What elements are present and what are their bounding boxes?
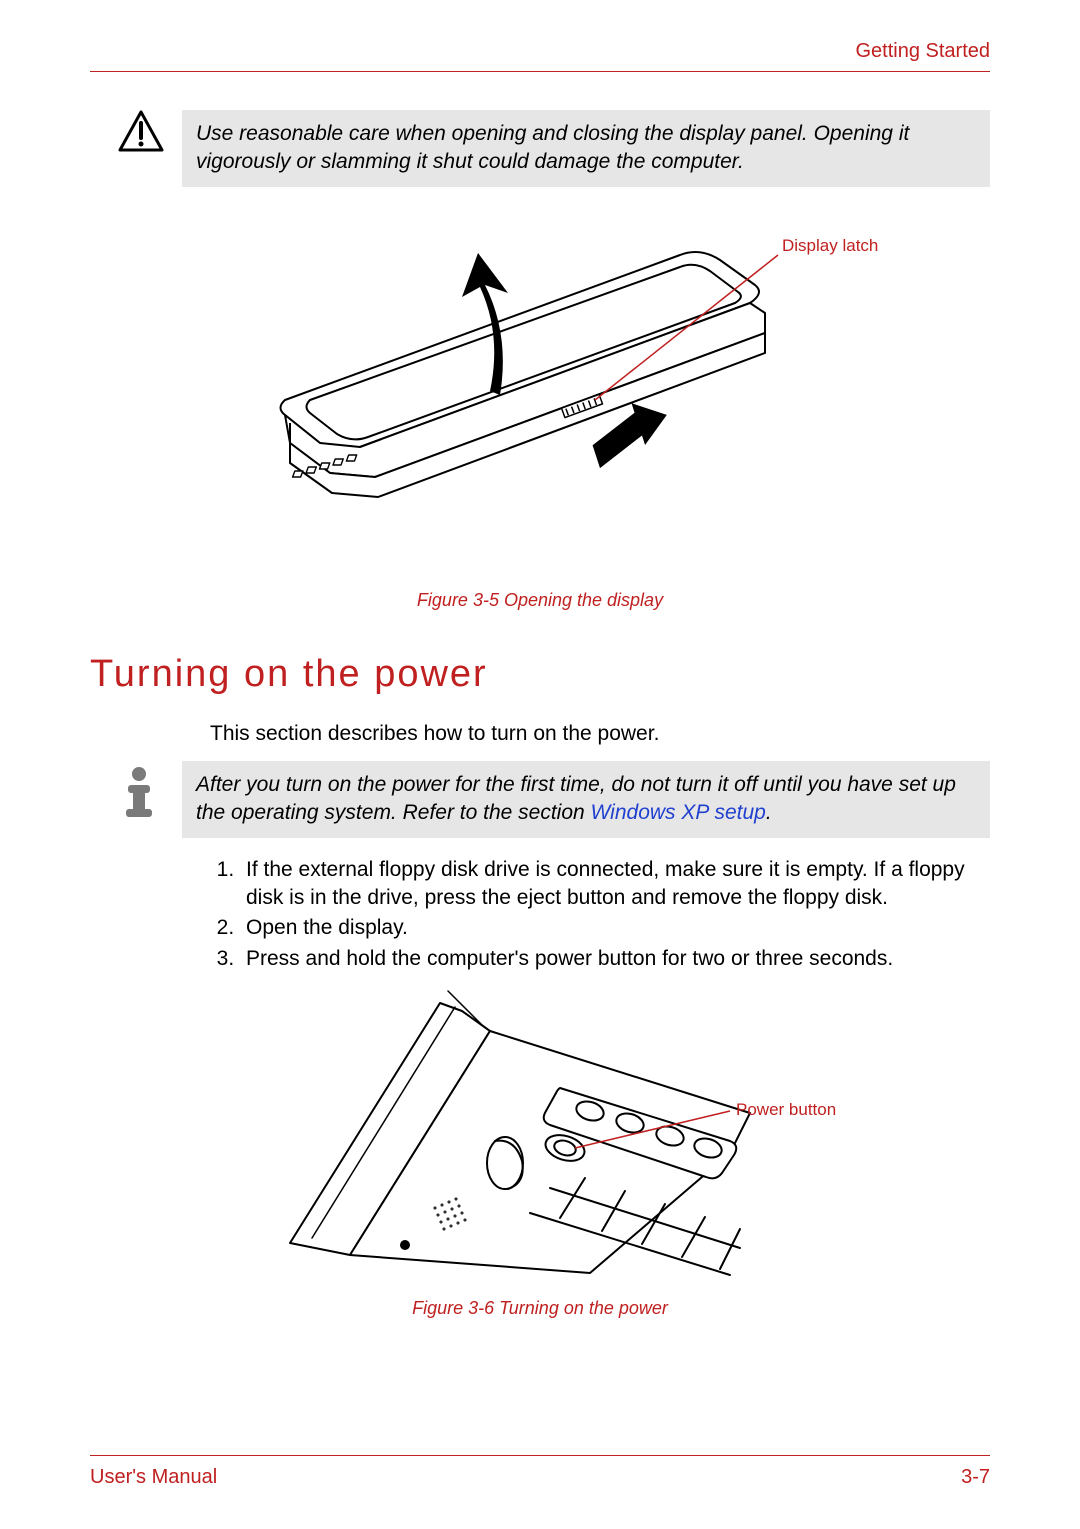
page-footer: User's Manual 3-7 [90, 1455, 990, 1489]
footer-right: 3-7 [961, 1466, 990, 1489]
steps-list: If the external floppy disk drive is con… [210, 856, 990, 973]
step-item: Open the display. [240, 914, 990, 942]
figure-opening-display: Display latch Figure 3-5 Opening the dis… [90, 215, 990, 611]
figure-caption-3-5: Figure 3-5 Opening the display [90, 590, 990, 611]
footer-left: User's Manual [90, 1466, 217, 1489]
info-icon [118, 761, 164, 822]
caution-block: Use reasonable care when opening and clo… [118, 110, 990, 187]
info-text: After you turn on the power for the firs… [182, 761, 990, 838]
chapter-title: Getting Started [855, 40, 990, 62]
info-block: After you turn on the power for the firs… [118, 761, 990, 838]
step-item: If the external floppy disk drive is con… [240, 856, 990, 913]
callout-power-button: Power button [736, 1100, 836, 1119]
section-heading: Turning on the power [90, 653, 990, 696]
callout-display-latch: Display latch [782, 236, 878, 255]
step-item: Press and hold the computer's power butt… [240, 945, 990, 973]
warning-icon [118, 110, 164, 157]
note-suffix: . [766, 801, 772, 824]
figure-turning-on-power: Power button Figure 3-6 Turning on the p… [90, 983, 990, 1319]
figure-caption-3-6: Figure 3-6 Turning on the power [90, 1298, 990, 1319]
note-link[interactable]: Windows XP setup [591, 801, 766, 824]
intro-text: This section describes how to turn on th… [210, 720, 990, 747]
caution-text: Use reasonable care when opening and clo… [182, 110, 990, 187]
page-header: Getting Started [90, 40, 990, 72]
note-prefix: After you turn on the power for the firs… [196, 773, 956, 824]
